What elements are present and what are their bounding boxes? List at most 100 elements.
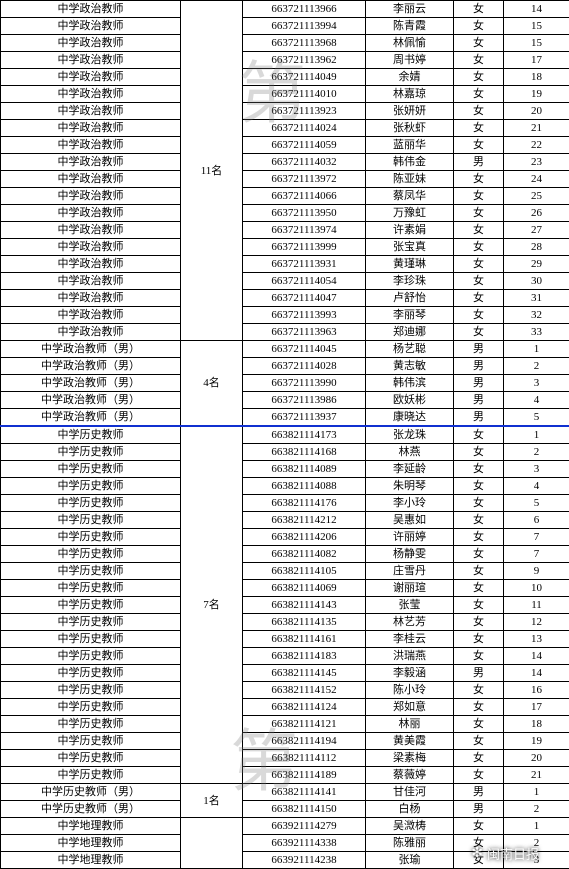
cell-gender: 男 [454, 358, 504, 375]
cell-candidate: 张妍妍 [366, 103, 454, 120]
table-row: 中学历史教师 663821114161 李桂云 女 13 [1, 631, 569, 648]
cell-candidate: 韩伟金 [366, 154, 454, 171]
cell-candidate: 黄志敏 [366, 358, 454, 375]
cell-quota [181, 818, 243, 869]
cell-gender: 女 [454, 478, 504, 495]
cell-gender: 男 [454, 154, 504, 171]
cell-gender: 男 [454, 341, 504, 358]
table-row: 中学历史教师 663821114082 杨静雯 女 7 [1, 546, 569, 563]
table-row: 中学历史教师 663821114135 林艺芳 女 12 [1, 614, 569, 631]
cell-rank: 12 [504, 614, 569, 631]
cell-candidate: 李珍珠 [366, 273, 454, 290]
cell-id: 663721114049 [243, 69, 366, 86]
cell-candidate: 蔡凤华 [366, 188, 454, 205]
cell-id: 663821114088 [243, 478, 366, 495]
cell-candidate: 吴溦梼 [366, 818, 454, 835]
cell-candidate: 蔡薇婷 [366, 767, 454, 784]
cell-candidate: 谢丽瑄 [366, 580, 454, 597]
table-row: 中学政治教师 663721113962 周书婷 女 17 [1, 52, 569, 69]
cell-rank: 24 [504, 171, 569, 188]
table-row: 中学地理教师 663921114279 吴溦梼 女 1 [1, 818, 569, 835]
cell-candidate: 欧妖彬 [366, 392, 454, 409]
table-row: 中学政治教师 663721114047 卢舒怡 女 31 [1, 290, 569, 307]
cell-gender: 女 [454, 256, 504, 273]
cell-gender: 女 [454, 18, 504, 35]
table-row: 中学历史教师 663821114089 李延龄 女 3 [1, 461, 569, 478]
cell-gender: 男 [454, 409, 504, 427]
cell-rank: 14 [504, 1, 569, 18]
cell-rank: 1 [504, 818, 569, 835]
cell-quota: 1名 [181, 784, 243, 818]
cell-candidate: 陈雅丽 [366, 835, 454, 852]
table-row: 中学政治教师11名 663721113966 李丽云 女 14 [1, 1, 569, 18]
table-row: 中学政治教师 663721113968 林佩愉 女 15 [1, 35, 569, 52]
cell-candidate: 张莹 [366, 597, 454, 614]
cell-candidate: 卢舒怡 [366, 290, 454, 307]
cell-id: 663721113923 [243, 103, 366, 120]
cell-position: 中学政治教师（男） [1, 392, 181, 409]
cell-gender: 女 [454, 426, 504, 444]
cell-position: 中学政治教师 [1, 188, 181, 205]
cell-id: 663721114024 [243, 120, 366, 137]
cell-rank: 20 [504, 750, 569, 767]
cell-id: 663721113990 [243, 375, 366, 392]
table-row: 中学历史教师 663821114121 林丽 女 18 [1, 716, 569, 733]
cell-candidate: 黄瑾琳 [366, 256, 454, 273]
cell-candidate: 蓝丽华 [366, 137, 454, 154]
cell-position: 中学政治教师 [1, 103, 181, 120]
cell-position: 中学政治教师 [1, 171, 181, 188]
cell-id: 663821114141 [243, 784, 366, 801]
cell-gender: 女 [454, 103, 504, 120]
cell-rank: 2 [504, 801, 569, 818]
cell-id: 663721114066 [243, 188, 366, 205]
cell-rank: 26 [504, 205, 569, 222]
cell-quota: 7名 [181, 426, 243, 784]
cell-candidate: 杨静雯 [366, 546, 454, 563]
cell-candidate: 林丽 [366, 716, 454, 733]
cell-candidate: 余婧 [366, 69, 454, 86]
cell-position: 中学历史教师 [1, 580, 181, 597]
cell-candidate: 白杨 [366, 801, 454, 818]
cell-rank: 1 [504, 784, 569, 801]
cell-id: 663721113993 [243, 307, 366, 324]
cell-rank: 11 [504, 597, 569, 614]
cell-id: 663821114168 [243, 444, 366, 461]
cell-rank: 4 [504, 478, 569, 495]
cell-id: 663821114150 [243, 801, 366, 818]
cell-id: 663921114279 [243, 818, 366, 835]
cell-id: 663821114089 [243, 461, 366, 478]
cell-gender: 女 [454, 512, 504, 529]
cell-id: 663821114143 [243, 597, 366, 614]
cell-id: 663721114028 [243, 358, 366, 375]
cell-candidate: 许丽婷 [366, 529, 454, 546]
table-row: 中学政治教师（男） 663721113990 韩伟滨 男 3 [1, 375, 569, 392]
cell-gender: 女 [454, 614, 504, 631]
cell-id: 663821114194 [243, 733, 366, 750]
cell-position: 中学历史教师 [1, 478, 181, 495]
cell-id: 663821114105 [243, 563, 366, 580]
cell-gender: 女 [454, 461, 504, 478]
table-row: 中学历史教师 663821114212 吴惠如 女 6 [1, 512, 569, 529]
cell-candidate: 韩伟滨 [366, 375, 454, 392]
table-row: 中学政治教师 663721114059 蓝丽华 女 22 [1, 137, 569, 154]
cell-candidate: 洪瑞燕 [366, 648, 454, 665]
cell-id: 663721113972 [243, 171, 366, 188]
cell-id: 663721113963 [243, 324, 366, 341]
cell-gender: 女 [454, 52, 504, 69]
cell-gender: 女 [454, 444, 504, 461]
cell-position: 中学政治教师（男） [1, 375, 181, 392]
cell-candidate: 吴惠如 [366, 512, 454, 529]
cell-gender: 男 [454, 665, 504, 682]
cell-gender: 女 [454, 580, 504, 597]
cell-candidate: 林嘉琼 [366, 86, 454, 103]
cell-gender: 女 [454, 86, 504, 103]
cell-position: 中学政治教师 [1, 205, 181, 222]
table-row: 中学政治教师（男） 663721114028 黄志敏 男 2 [1, 358, 569, 375]
table-row: 中学历史教师 663821114088 朱明琴 女 4 [1, 478, 569, 495]
cell-gender: 女 [454, 137, 504, 154]
cell-rank: 1 [504, 341, 569, 358]
table-row: 中学政治教师（男） 663721113986 欧妖彬 男 4 [1, 392, 569, 409]
cell-id: 663721113968 [243, 35, 366, 52]
table-row: 中学政治教师 663721114032 韩伟金 男 23 [1, 154, 569, 171]
cell-gender: 女 [454, 699, 504, 716]
